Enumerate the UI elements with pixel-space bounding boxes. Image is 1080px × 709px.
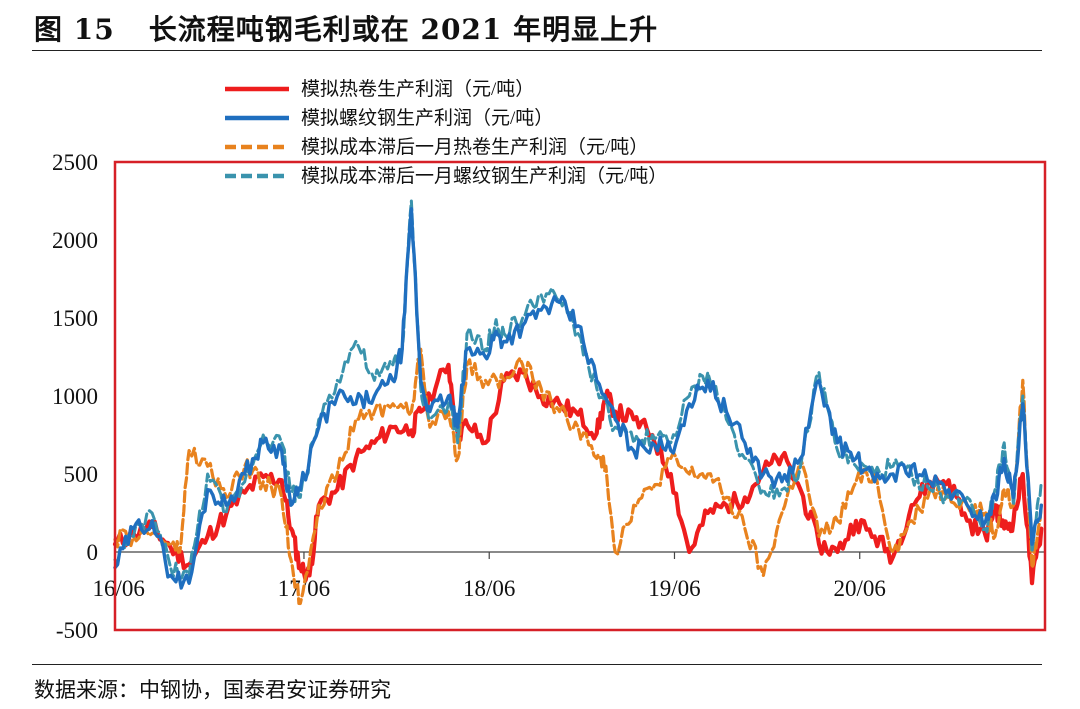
y-tick-label: 2500 bbox=[52, 150, 98, 175]
series-line-3 bbox=[113, 347, 1043, 606]
y-tick-label: -500 bbox=[56, 618, 98, 643]
legend-label: 模拟成本滞后一月螺纹钢生产利润（元/吨） bbox=[301, 165, 667, 187]
x-tick-label: 18/06 bbox=[463, 576, 515, 601]
series-line-4 bbox=[113, 199, 1043, 581]
y-tick-label: 500 bbox=[64, 462, 99, 487]
y-axis-ticks: -500 0 500 1000 1500 2000 2500 bbox=[52, 150, 98, 643]
footer-rule bbox=[32, 664, 1042, 665]
figure-number: 图 15 bbox=[34, 13, 115, 46]
plot-frame bbox=[113, 160, 1047, 632]
figure-title-text: 长流程吨钢毛利或在 2021 年明显上升 bbox=[148, 13, 659, 46]
series-layer bbox=[112, 199, 1044, 606]
legend-label: 模拟螺纹钢生产利润（元/吨） bbox=[301, 107, 553, 129]
series-line-1 bbox=[112, 362, 1044, 586]
x-tick-label: 20/06 bbox=[834, 576, 886, 601]
legend-label: 模拟成本滞后一月热卷生产利润（元/吨） bbox=[301, 136, 648, 158]
x-tick-label: 19/06 bbox=[648, 576, 700, 601]
legend-label: 模拟热卷生产利润（元/吨） bbox=[301, 78, 534, 100]
source-note: 数据来源：中钢协，国泰君安证券研究 bbox=[34, 678, 391, 702]
y-tick-label: 1500 bbox=[52, 306, 98, 331]
figure-title: 图 15 长流程吨钢毛利或在 2021 年明显上升 bbox=[34, 8, 658, 48]
y-tick-label: 1000 bbox=[52, 384, 98, 409]
title-rule bbox=[32, 50, 1042, 51]
y-tick-label: 2000 bbox=[52, 228, 98, 253]
y-tick-label: 0 bbox=[87, 540, 99, 565]
legend: 模拟热卷生产利润（元/吨） 模拟螺纹钢生产利润（元/吨） 模拟成本滞后一月热卷生产利… bbox=[225, 78, 667, 187]
series-line-2 bbox=[113, 207, 1043, 590]
x-tick-label: 16/06 bbox=[93, 576, 145, 601]
